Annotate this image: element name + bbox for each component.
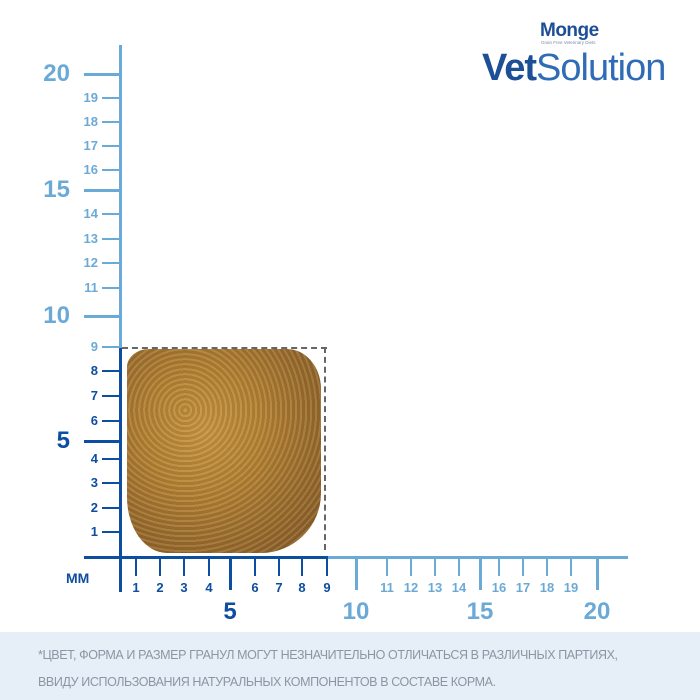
x-major-label: 10 xyxy=(342,598,370,625)
x-major-tick xyxy=(355,556,358,590)
x-tick-label: 19 xyxy=(563,580,579,595)
x-tick xyxy=(570,556,572,576)
y-tick-label: 11 xyxy=(84,280,98,295)
kibble-image xyxy=(127,349,321,553)
x-tick xyxy=(208,556,210,576)
y-tick-label: 8 xyxy=(90,363,98,378)
x-tick-label: 13 xyxy=(427,580,443,595)
x-major-label: 20 xyxy=(583,598,611,625)
x-tick xyxy=(522,556,524,576)
x-axis-upper xyxy=(328,556,628,559)
y-major-tick xyxy=(84,189,120,192)
x-tick-label: 8 xyxy=(298,580,306,595)
y-tick xyxy=(102,370,120,372)
x-tick-label: 6 xyxy=(251,580,259,595)
x-tick-label: 1 xyxy=(132,580,140,595)
x-tick xyxy=(386,556,388,576)
x-major-label: 5 xyxy=(223,598,237,625)
x-tick-label: 16 xyxy=(491,580,507,595)
x-tick xyxy=(159,556,161,576)
y-tick-label: 13 xyxy=(83,231,98,246)
x-axis-lower xyxy=(84,556,328,559)
y-tick-label: 14 xyxy=(83,206,98,221)
x-tick-label: 14 xyxy=(451,580,467,595)
x-tick xyxy=(301,556,303,576)
x-tick-label: 7 xyxy=(275,580,283,595)
disclaimer-line-1: *ЦВЕТ, ФОРМА И РАЗМЕР ГРАНУЛ МОГУТ НЕЗНА… xyxy=(38,648,618,662)
x-tick-label: 17 xyxy=(515,580,531,595)
logo-tagline: Grain Free Veterinary Diets xyxy=(541,40,596,45)
y-tick xyxy=(102,169,120,171)
y-tick xyxy=(102,145,120,147)
y-major-label: 5 xyxy=(56,427,70,454)
x-tick xyxy=(326,556,328,576)
x-tick-label: 2 xyxy=(156,580,164,595)
y-tick xyxy=(102,97,120,99)
y-tick xyxy=(102,213,120,215)
y-tick-label: 4 xyxy=(90,451,98,466)
x-tick xyxy=(458,556,460,576)
x-tick xyxy=(254,556,256,576)
x-major-tick xyxy=(479,556,482,590)
x-tick xyxy=(546,556,548,576)
x-major-tick xyxy=(229,556,232,590)
y-major-tick xyxy=(84,440,120,443)
y-major-label: 20 xyxy=(43,60,70,87)
y-major-label: 10 xyxy=(43,302,70,329)
x-tick xyxy=(434,556,436,576)
x-major-tick xyxy=(596,556,599,590)
x-tick-label: 18 xyxy=(539,580,555,595)
y-tick-label: 17 xyxy=(83,138,98,153)
logo-vet: Vet xyxy=(482,47,537,89)
disclaimer-line-2: ВВИДУ ИСПОЛЬЗОВАНИЯ НАТУРАЛЬНЫХ КОМПОНЕН… xyxy=(38,675,496,689)
y-tick-label: 19 xyxy=(83,90,98,105)
y-tick-label: 2 xyxy=(90,500,98,515)
monge-wordmark: Monge xyxy=(540,20,599,41)
y-tick-label: 9 xyxy=(90,339,98,354)
y-tick xyxy=(102,395,120,397)
x-tick xyxy=(278,556,280,576)
y-tick xyxy=(102,531,120,533)
x-tick-label: 12 xyxy=(403,580,419,595)
x-tick xyxy=(183,556,185,576)
x-major-label: 15 xyxy=(466,598,494,625)
y-major-tick xyxy=(84,73,120,76)
x-tick-label: 11 xyxy=(380,580,394,595)
vetsolution-wordmark: VetSolution xyxy=(482,46,666,90)
size-guide-right xyxy=(324,347,326,550)
y-tick-label: 3 xyxy=(90,475,98,490)
origin-tick xyxy=(119,556,122,592)
y-tick-label: 6 xyxy=(90,413,98,428)
y-tick xyxy=(102,507,120,509)
size-guide-top xyxy=(122,347,327,349)
y-major-tick xyxy=(84,315,120,318)
y-axis-lower xyxy=(119,348,122,592)
y-tick-label: 16 xyxy=(83,162,98,177)
x-tick-label: 4 xyxy=(205,580,213,595)
y-major-label: 15 xyxy=(43,176,70,203)
y-tick-label: 1 xyxy=(90,524,98,539)
y-tick xyxy=(102,262,120,264)
disclaimer-panel: *ЦВЕТ, ФОРМА И РАЗМЕР ГРАНУЛ МОГУТ НЕЗНА… xyxy=(0,632,700,700)
logo-solution: Solution xyxy=(536,47,666,89)
y-tick-label: 12 xyxy=(83,255,98,270)
y-tick-label: 7 xyxy=(90,388,98,403)
y-tick xyxy=(102,346,120,348)
y-tick xyxy=(102,458,120,460)
x-tick xyxy=(410,556,412,576)
unit-label: ММ xyxy=(66,570,90,586)
y-tick-label: 18 xyxy=(83,114,98,129)
y-tick xyxy=(102,238,120,240)
x-tick xyxy=(498,556,500,576)
y-axis-upper xyxy=(119,45,122,348)
y-tick xyxy=(102,420,120,422)
x-tick-label: 9 xyxy=(323,580,331,595)
x-tick-label: 3 xyxy=(180,580,188,595)
y-tick xyxy=(102,482,120,484)
x-tick xyxy=(135,556,137,576)
y-tick xyxy=(102,121,120,123)
y-tick xyxy=(102,287,120,289)
